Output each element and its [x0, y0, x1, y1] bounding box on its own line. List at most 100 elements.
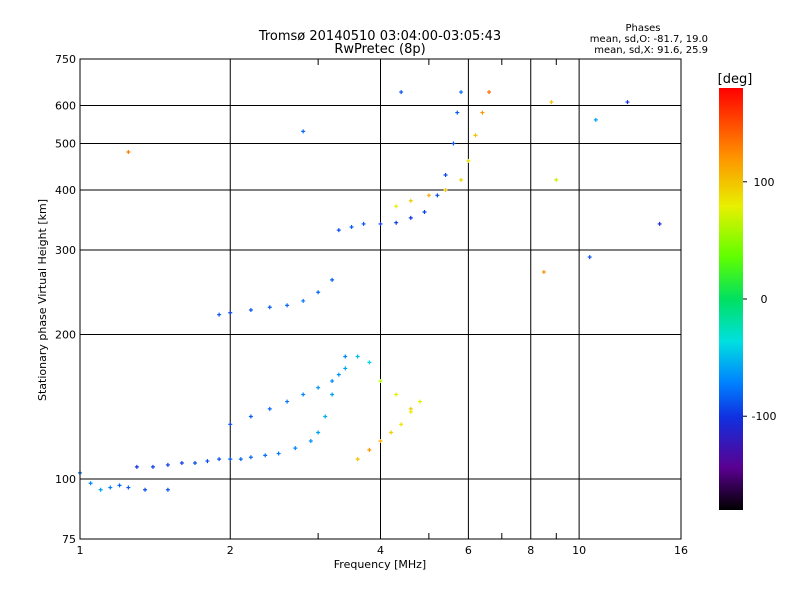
- data-point: [308, 439, 313, 444]
- stats-o-mode: mean, sd,O: -81.7, 19.0: [590, 34, 708, 45]
- data-point: [394, 220, 399, 225]
- y-axis-label: Stationary phase Virtual Height [km]: [36, 199, 49, 401]
- data-point: [316, 385, 321, 390]
- data-point: [336, 228, 341, 233]
- data-point: [134, 464, 139, 469]
- data-point: [466, 158, 471, 163]
- data-point: [267, 406, 272, 411]
- data-point: [343, 354, 348, 359]
- data-point: [330, 392, 335, 397]
- y-tick-label: 400: [55, 184, 76, 197]
- data-point: [217, 312, 222, 317]
- x-tick-label: 1: [77, 544, 84, 557]
- x-tick-label: 2: [227, 544, 234, 557]
- y-tick-label: 500: [55, 138, 76, 151]
- data-point: [217, 457, 222, 462]
- data-point: [228, 457, 233, 462]
- data-point: [435, 193, 440, 198]
- data-point: [205, 459, 210, 464]
- data-point: [408, 215, 413, 220]
- data-point: [165, 487, 170, 492]
- chart-title: Tromsø 20140510 03:04:00-03:05:43: [258, 29, 501, 44]
- data-point: [323, 414, 328, 419]
- data-point: [330, 277, 335, 282]
- series-e-region-low: [78, 470, 170, 492]
- data-point: [549, 100, 554, 105]
- data-point: [336, 372, 341, 377]
- data-point: [593, 117, 598, 122]
- data-point: [408, 198, 413, 203]
- data-point: [355, 457, 360, 462]
- plot-frame: [79, 58, 682, 540]
- data-point: [126, 150, 131, 155]
- y-tick-label: 750: [55, 53, 76, 66]
- data-point: [455, 110, 460, 115]
- data-point: [263, 453, 268, 458]
- y-tick-label: 100: [55, 473, 76, 486]
- data-point: [418, 399, 423, 404]
- data-point: [408, 409, 413, 414]
- stats-heading: Phases: [625, 23, 660, 34]
- data-point: [394, 204, 399, 209]
- series-spread-f2a: [217, 277, 335, 317]
- data-point: [276, 451, 281, 456]
- y-tick-label: 600: [55, 100, 76, 113]
- stats-x-mode: mean, sd,X: 91.6, 25.9: [594, 45, 708, 56]
- data-point: [316, 290, 321, 295]
- data-point: [228, 422, 233, 427]
- series-outliers: [126, 90, 662, 274]
- data-point: [422, 210, 427, 215]
- colorbar: [719, 88, 743, 510]
- colorbar-tick-label: -100: [752, 410, 777, 423]
- y-axis-ticks: 75 100 200 300 400 500 600 750: [55, 53, 76, 546]
- data-point: [179, 460, 184, 465]
- data-point: [126, 485, 131, 490]
- data-point: [117, 483, 122, 488]
- y-tick-label: 75: [62, 533, 76, 546]
- data-point: [378, 379, 383, 384]
- data-point: [248, 414, 253, 419]
- data-point: [625, 100, 630, 105]
- series-f1-scatter: [228, 354, 413, 427]
- data-point: [443, 188, 448, 193]
- chart-subtitle: RwPretec (8p): [334, 42, 425, 57]
- data-point: [301, 392, 306, 397]
- data-point: [443, 172, 448, 177]
- data-point: [459, 90, 464, 95]
- data-point: [473, 133, 478, 138]
- x-tick-label: 6: [465, 544, 472, 557]
- data-point: [165, 462, 170, 467]
- data-point: [301, 129, 306, 134]
- data-point: [451, 141, 456, 146]
- data-point: [285, 399, 290, 404]
- colorbar-label: [deg]: [718, 72, 753, 87]
- data-point: [426, 193, 431, 198]
- x-tick-label: 10: [572, 544, 586, 557]
- data-point: [389, 430, 394, 435]
- series-f2-x-mode: [394, 90, 492, 209]
- data-point: [193, 460, 198, 465]
- y-tick-label: 200: [55, 329, 76, 342]
- data-point: [554, 177, 559, 182]
- series-f2-o-mode: [336, 90, 464, 233]
- data-point: [248, 455, 253, 460]
- data-point: [367, 447, 372, 452]
- data-point: [378, 221, 383, 226]
- grid-lines: [80, 59, 681, 539]
- data-point: [399, 422, 404, 427]
- data-point: [98, 487, 103, 492]
- data-point: [88, 481, 93, 486]
- x-tick-label: 4: [377, 544, 384, 557]
- data-point: [480, 110, 485, 115]
- data-point: [394, 392, 399, 397]
- colorbar-tick-label: 100: [754, 176, 775, 189]
- data-point: [248, 307, 253, 312]
- y-tick-label: 300: [55, 244, 76, 257]
- data-point: [267, 305, 272, 310]
- colorbar-ticks: 100 0 -100: [743, 176, 776, 423]
- data-point: [355, 354, 360, 359]
- data-point: [343, 366, 348, 371]
- series-f1-x-mode: [355, 399, 423, 462]
- data-point: [330, 379, 335, 384]
- data-point: [587, 255, 592, 260]
